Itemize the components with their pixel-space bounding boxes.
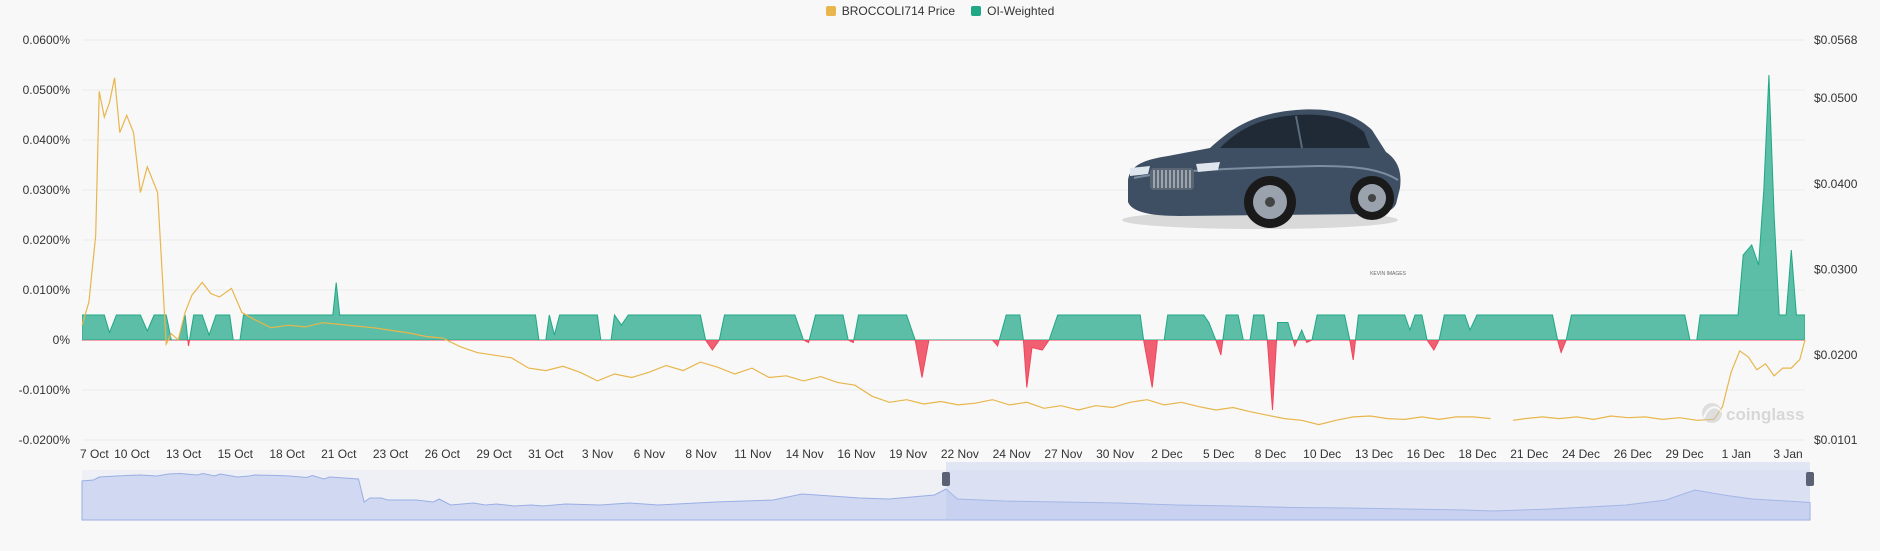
x-tick-label: 27 Nov bbox=[1044, 447, 1082, 461]
funding-negative-area bbox=[82, 340, 1805, 411]
y-left-tick-label: 0.0100% bbox=[23, 283, 71, 297]
x-tick-label: 26 Dec bbox=[1614, 447, 1652, 461]
x-tick-label: 3 Nov bbox=[582, 447, 613, 461]
y-right-tick-label: $0.0101 bbox=[1814, 433, 1858, 447]
legend-label-oi-weighted: OI-Weighted bbox=[987, 4, 1055, 18]
x-tick-label: 11 Nov bbox=[734, 447, 771, 461]
x-tick-label: 19 Nov bbox=[889, 447, 927, 461]
overview-handle-right[interactable] bbox=[1806, 472, 1814, 486]
legend-swatch-price bbox=[825, 6, 836, 16]
y-right-tick-label: $0.0568 bbox=[1814, 33, 1858, 47]
x-tick-label: 8 Dec bbox=[1255, 447, 1286, 461]
x-tick-label: 18 Dec bbox=[1458, 447, 1496, 461]
x-tick-label: 21 Oct bbox=[321, 447, 357, 461]
y-right-tick-label: $0.0500 bbox=[1814, 91, 1858, 105]
x-tick-label: 10 Dec bbox=[1303, 447, 1341, 461]
x-tick-label: 5 Dec bbox=[1203, 447, 1234, 461]
x-tick-label: 24 Dec bbox=[1562, 447, 1600, 461]
legend-label-price: BROCCOLI714 Price bbox=[841, 4, 956, 18]
legend-swatch-oi-weighted bbox=[971, 6, 982, 16]
x-tick-label: 13 Dec bbox=[1355, 447, 1393, 461]
y-left-tick-label: 0.0300% bbox=[23, 183, 71, 197]
coinglass-brand-text: coinglass bbox=[1726, 405, 1804, 424]
y-left-tick-label: -0.0100% bbox=[19, 383, 71, 397]
y-left-tick-label: 0.0400% bbox=[23, 133, 71, 147]
y-left-tick-label: -0.0200% bbox=[19, 433, 71, 447]
price-line bbox=[81, 77, 1806, 426]
overview-handle-left[interactable] bbox=[942, 472, 950, 486]
x-tick-label: 29 Dec bbox=[1665, 447, 1703, 461]
y-left-tick-label: 0.0200% bbox=[23, 233, 71, 247]
right-axis-labels: $0.0568 $0.0500 $0.0400 $0.0300 $0.0200 $0.01… bbox=[1814, 33, 1858, 447]
photo-credit-text: KEVIN IMAGES bbox=[1370, 271, 1407, 277]
overview-selection bbox=[946, 462, 1810, 520]
legend-item-oi-weighted[interactable]: OI-Weighted bbox=[971, 4, 1054, 18]
x-tick-label: 16 Nov bbox=[837, 447, 875, 461]
y-right-tick-label: $0.0200 bbox=[1814, 348, 1858, 362]
funding-series bbox=[82, 74, 1805, 411]
price-series bbox=[81, 77, 1806, 426]
y-right-tick-label: $0.0400 bbox=[1814, 177, 1858, 191]
x-tick-label: 15 Oct bbox=[218, 447, 254, 461]
x-tick-label: 26 Oct bbox=[425, 447, 461, 461]
x-tick-label: 31 Oct bbox=[528, 447, 564, 461]
x-tick-label: 30 Nov bbox=[1096, 447, 1134, 461]
x-tick-label: 14 Nov bbox=[786, 447, 824, 461]
grid-lines bbox=[82, 39, 1805, 441]
chart-legend: BROCCOLI714 Price OI-Weighted bbox=[0, 4, 1880, 18]
x-axis-labels: 7 Oct 10 Oct 13 Oct 15 Oct 18 Oct 21 Oct 23 Oc… bbox=[80, 447, 1803, 461]
x-tick-label: 21 Dec bbox=[1510, 447, 1548, 461]
overview-area bbox=[81, 472, 1811, 521]
x-tick-label: 1 Jan bbox=[1722, 447, 1751, 461]
x-tick-label: 23 Oct bbox=[373, 447, 409, 461]
legend-item-price[interactable]: BROCCOLI714 Price bbox=[825, 4, 956, 18]
y-right-tick-label: $0.0300 bbox=[1814, 263, 1858, 277]
x-tick-label: 2 Dec bbox=[1151, 447, 1182, 461]
x-tick-label: 22 Nov bbox=[941, 447, 979, 461]
x-tick-label: 16 Dec bbox=[1407, 447, 1445, 461]
x-tick-label: 13 Oct bbox=[166, 447, 202, 461]
x-tick-label: 3 Jan bbox=[1773, 447, 1802, 461]
y-left-tick-label: 0% bbox=[53, 333, 71, 347]
x-tick-label: 10 Oct bbox=[114, 447, 150, 461]
x-tick-label: 8 Nov bbox=[685, 447, 716, 461]
range-overview[interactable] bbox=[81, 462, 1814, 521]
left-axis-labels: 0.0600% 0.0500% 0.0400% 0.0300% 0.0200% 0.010… bbox=[19, 33, 71, 447]
funding-positive-area bbox=[82, 74, 1805, 340]
x-tick-label: 7 Oct bbox=[80, 447, 109, 461]
y-left-tick-label: 0.0500% bbox=[23, 83, 71, 97]
x-tick-label: 24 Nov bbox=[993, 447, 1031, 461]
x-tick-label: 18 Oct bbox=[269, 447, 305, 461]
x-tick-label: 6 Nov bbox=[634, 447, 665, 461]
y-left-tick-label: 0.0600% bbox=[23, 33, 71, 47]
car-image bbox=[1122, 109, 1401, 229]
x-tick-label: 29 Oct bbox=[476, 447, 512, 461]
coinglass-watermark: coinglass bbox=[1702, 403, 1804, 424]
